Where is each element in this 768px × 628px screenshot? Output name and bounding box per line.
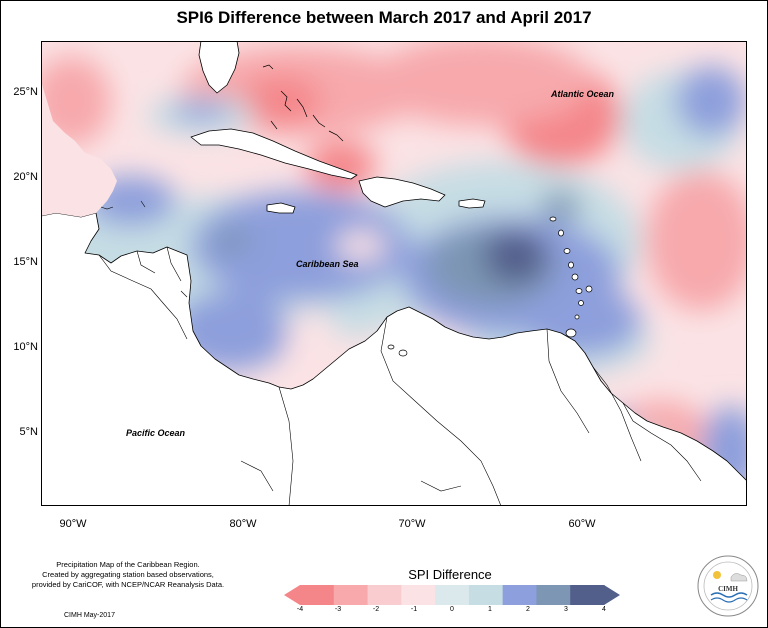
lesser-antilles (387, 216, 593, 357)
spi-map (41, 41, 747, 506)
central-american-islands (100, 200, 188, 298)
lat-label-5n: 5°N (19, 426, 38, 438)
spi-map-canvas (41, 41, 747, 506)
credits-text: Precipitation Map of the Caribbean Regio… (8, 560, 248, 590)
legend-swatch (367, 585, 402, 605)
label-atlantic-ocean: Atlantic Ocean (551, 89, 615, 99)
legend-swatch (333, 585, 369, 605)
legend-swatch (502, 585, 537, 605)
legend-tick-label: 0 (450, 606, 454, 613)
logo-text: CIMH (718, 585, 738, 593)
legend-tick-label: -3 (334, 606, 342, 613)
legend-tick-label: 3 (564, 606, 568, 613)
legend-arrow-low (284, 585, 300, 605)
credit-line-3: provided by CariCOF, with NCEP/NCAR Rean… (31, 580, 225, 589)
legend-swatch (570, 585, 605, 605)
legend-title: SPI Difference (408, 567, 492, 582)
label-caribbean-sea: Caribbean Sea (296, 259, 359, 269)
lon-label-70w: 70°W (398, 518, 426, 530)
legend-swatch (468, 585, 504, 605)
label-pacific-ocean: Pacific Ocean (126, 428, 186, 438)
cuba (190, 128, 358, 180)
legend-swatch (435, 585, 470, 605)
legend-swatch (536, 585, 571, 605)
legend-arrow-high (604, 585, 620, 605)
legend-tick-label: 1 (488, 606, 492, 613)
country-borders (98, 246, 702, 506)
puerto-rico (458, 198, 486, 209)
legend-tick-label: -2 (372, 606, 380, 613)
lon-label-60w: 60°W (568, 518, 596, 530)
credit-line-2: Created by aggregating station based obs… (42, 570, 214, 579)
mexico-yucatan (41, 81, 117, 217)
mainland-central-south-america (41, 212, 747, 506)
lat-label-10n: 10°N (13, 341, 38, 353)
lat-label-20n: 20°N (13, 171, 38, 183)
lon-label-80w: 80°W (229, 518, 257, 530)
florida (198, 41, 240, 94)
legend-tick-label: -4 (296, 606, 304, 613)
lat-label-25n: 25°N (13, 86, 38, 98)
legend-tick-label: -1 (410, 606, 418, 613)
lon-label-90w: 90°W (59, 518, 87, 530)
lat-label-15n: 15°N (13, 256, 38, 268)
map-border (41, 41, 747, 506)
legend-tick-label: 2 (526, 606, 530, 613)
land-masses (41, 41, 747, 506)
jamaica (266, 202, 296, 214)
legend-tick-label: 4 (602, 606, 606, 613)
legend-swatch (401, 585, 436, 605)
credit-line-1: Precipitation Map of the Caribbean Regio… (56, 560, 200, 569)
hispaniola (358, 176, 446, 208)
legend-swatch (300, 585, 335, 605)
bahamas-islands (262, 64, 344, 142)
credit-date: CIMH May-2017 (64, 612, 115, 619)
map-title: SPI6 Difference between March 2017 and A… (176, 8, 592, 27)
cimh-logo: CIMH (697, 555, 759, 617)
legend-colorbar (284, 585, 620, 605)
